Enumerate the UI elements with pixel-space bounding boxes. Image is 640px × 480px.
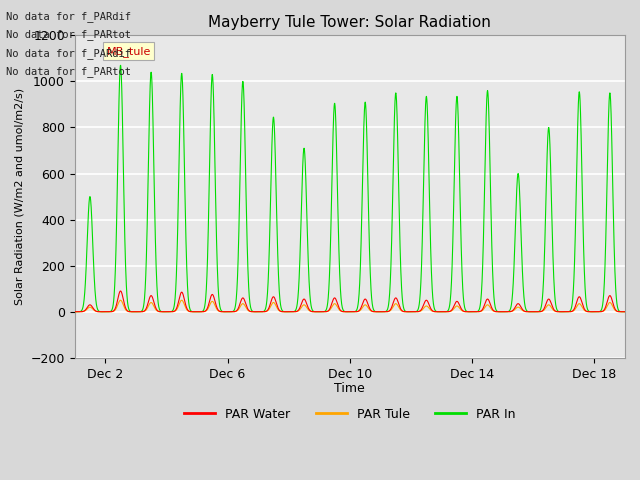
Text: No data for f_PARtot: No data for f_PARtot xyxy=(6,29,131,40)
X-axis label: Time: Time xyxy=(335,382,365,395)
Text: No data for f_PARdif: No data for f_PARdif xyxy=(6,11,131,22)
Text: No data for f_PARdif: No data for f_PARdif xyxy=(6,48,131,59)
Legend: PAR Water, PAR Tule, PAR In: PAR Water, PAR Tule, PAR In xyxy=(179,403,520,426)
Text: MB_tule: MB_tule xyxy=(107,46,151,57)
Text: No data for f_PARtot: No data for f_PARtot xyxy=(6,66,131,77)
Y-axis label: Solar Radiation (W/m2 and umol/m2/s): Solar Radiation (W/m2 and umol/m2/s) xyxy=(15,88,25,305)
Title: Mayberry Tule Tower: Solar Radiation: Mayberry Tule Tower: Solar Radiation xyxy=(209,15,492,30)
